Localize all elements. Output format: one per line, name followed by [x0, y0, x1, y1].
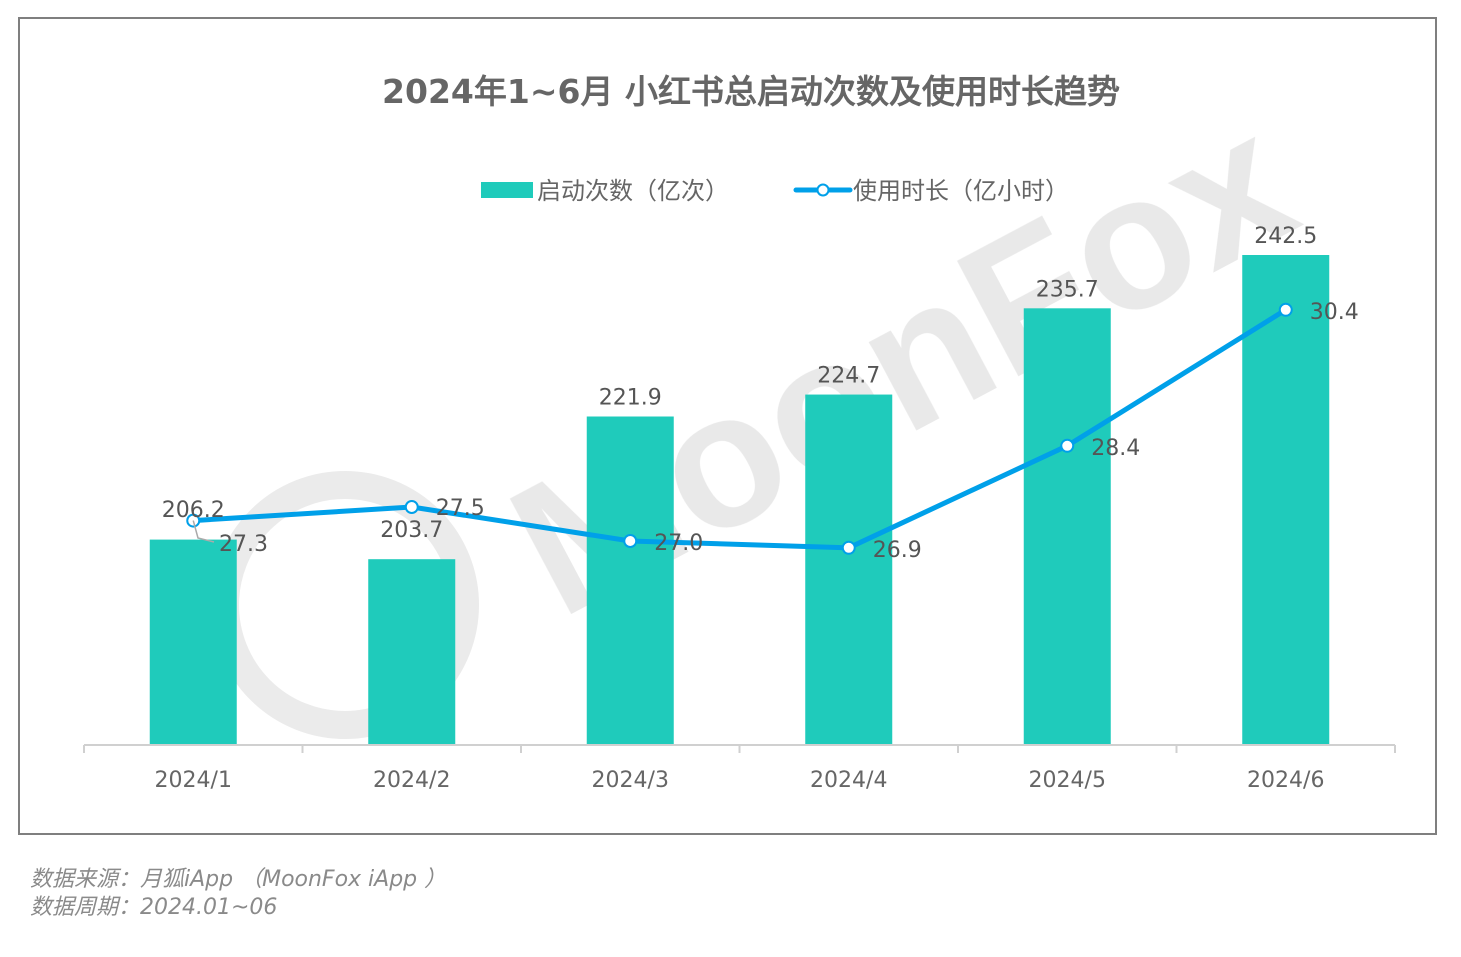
- chart-frame: [18, 17, 1437, 835]
- bar-2024/6: [1242, 255, 1330, 745]
- leader-line: [192, 520, 215, 543]
- legend-line-label: 使用时长（亿小时）: [853, 177, 1069, 205]
- x-tick-label: 2024/2: [373, 768, 450, 793]
- x-tick-label: 2024/4: [810, 768, 887, 793]
- line-value-label: 27.0: [654, 531, 703, 556]
- line-value-label: 27.5: [436, 496, 485, 521]
- bar-value-label: 224.7: [817, 364, 880, 389]
- bar-2024/3: [586, 416, 674, 745]
- duration-point-2024/2: [404, 500, 419, 514]
- footer-period: 数据周期：2024.01~06: [30, 895, 278, 920]
- chart-title: 2024年1~6月 小红书总启动次数及使用时长趋势: [382, 72, 1120, 111]
- bar-value-label: 206.2: [162, 498, 225, 523]
- legend-bar-swatch: [481, 182, 533, 198]
- bar-value-label: 203.7: [380, 518, 443, 543]
- line-value-label: 26.9: [873, 538, 922, 563]
- legend: 启动次数（亿次） 使用时长（亿小时）: [481, 177, 1069, 205]
- duration-point-2024/3: [623, 534, 638, 548]
- bar-value-label: 235.7: [1036, 277, 1099, 302]
- x-tick-label: 2024/1: [155, 768, 232, 793]
- line-value-label: 27.3: [219, 532, 268, 557]
- bar-2024/4: [805, 394, 893, 745]
- legend-line-marker: [816, 183, 830, 197]
- line-value-label: 28.4: [1091, 436, 1140, 461]
- x-tick-label: 2024/3: [592, 768, 669, 793]
- bar-2024/2: [368, 559, 456, 745]
- bar-2024/1: [149, 539, 237, 745]
- footer-source: 数据来源：月狐iApp （MoonFox iApp ）: [30, 867, 447, 892]
- x-tick-label: 2024/6: [1247, 768, 1324, 793]
- line-value-label: 30.4: [1310, 300, 1359, 325]
- bar-2024/5: [1023, 308, 1111, 745]
- duration-point-2024/5: [1060, 438, 1075, 453]
- duration-point-2024/4: [841, 540, 856, 555]
- bar-value-label: 242.5: [1254, 224, 1317, 249]
- x-tick-label: 2024/5: [1029, 768, 1106, 793]
- duration-point-2024/6: [1278, 302, 1293, 317]
- legend-bar-label: 启动次数（亿次）: [537, 177, 729, 205]
- bar-value-label: 221.9: [599, 386, 662, 411]
- duration-line: [193, 307, 1288, 551]
